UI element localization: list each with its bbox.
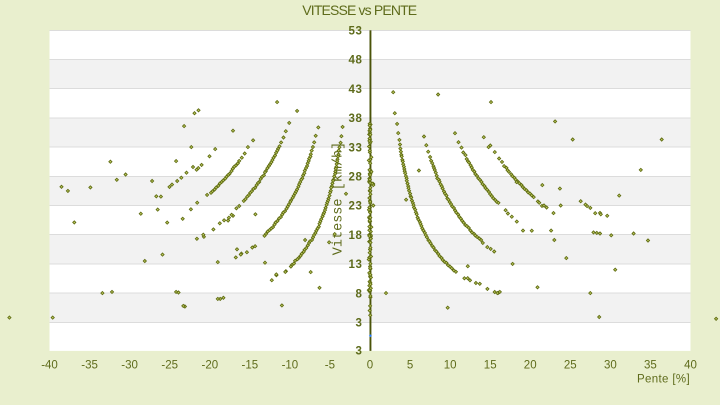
svg-text:-35: -35 <box>81 360 98 372</box>
svg-text:40: 40 <box>684 360 697 372</box>
svg-text:13: 13 <box>349 259 363 271</box>
svg-text:25: 25 <box>564 360 577 372</box>
svg-text:-15: -15 <box>241 360 258 372</box>
svg-text:-20: -20 <box>201 360 218 372</box>
svg-text:38: 38 <box>349 113 363 125</box>
svg-text:3: 3 <box>356 317 363 329</box>
svg-text:3: 3 <box>356 345 363 357</box>
svg-text:-25: -25 <box>161 360 178 372</box>
svg-text:0: 0 <box>367 360 373 372</box>
svg-text:-10: -10 <box>282 360 299 372</box>
svg-text:8: 8 <box>356 288 363 300</box>
svg-text:23: 23 <box>349 201 363 213</box>
svg-text:-30: -30 <box>121 360 138 372</box>
svg-text:15: 15 <box>484 360 497 372</box>
svg-text:Pente [%]: Pente [%] <box>637 374 690 386</box>
svg-text:VITESSE vs PENTE: VITESSE vs PENTE <box>302 2 416 18</box>
svg-text:5: 5 <box>407 360 413 372</box>
svg-text:33: 33 <box>349 142 363 154</box>
svg-text:18: 18 <box>349 230 363 242</box>
svg-text:30: 30 <box>604 360 617 372</box>
svg-text:28: 28 <box>349 171 363 183</box>
svg-text:-5: -5 <box>325 360 335 372</box>
svg-text:20: 20 <box>524 360 537 372</box>
svg-text:10: 10 <box>444 360 457 372</box>
svg-text:35: 35 <box>644 360 657 372</box>
svg-text:53: 53 <box>349 25 363 37</box>
svg-text:48: 48 <box>349 55 363 67</box>
svg-text:43: 43 <box>349 84 363 96</box>
svg-text:-40: -40 <box>41 360 58 372</box>
